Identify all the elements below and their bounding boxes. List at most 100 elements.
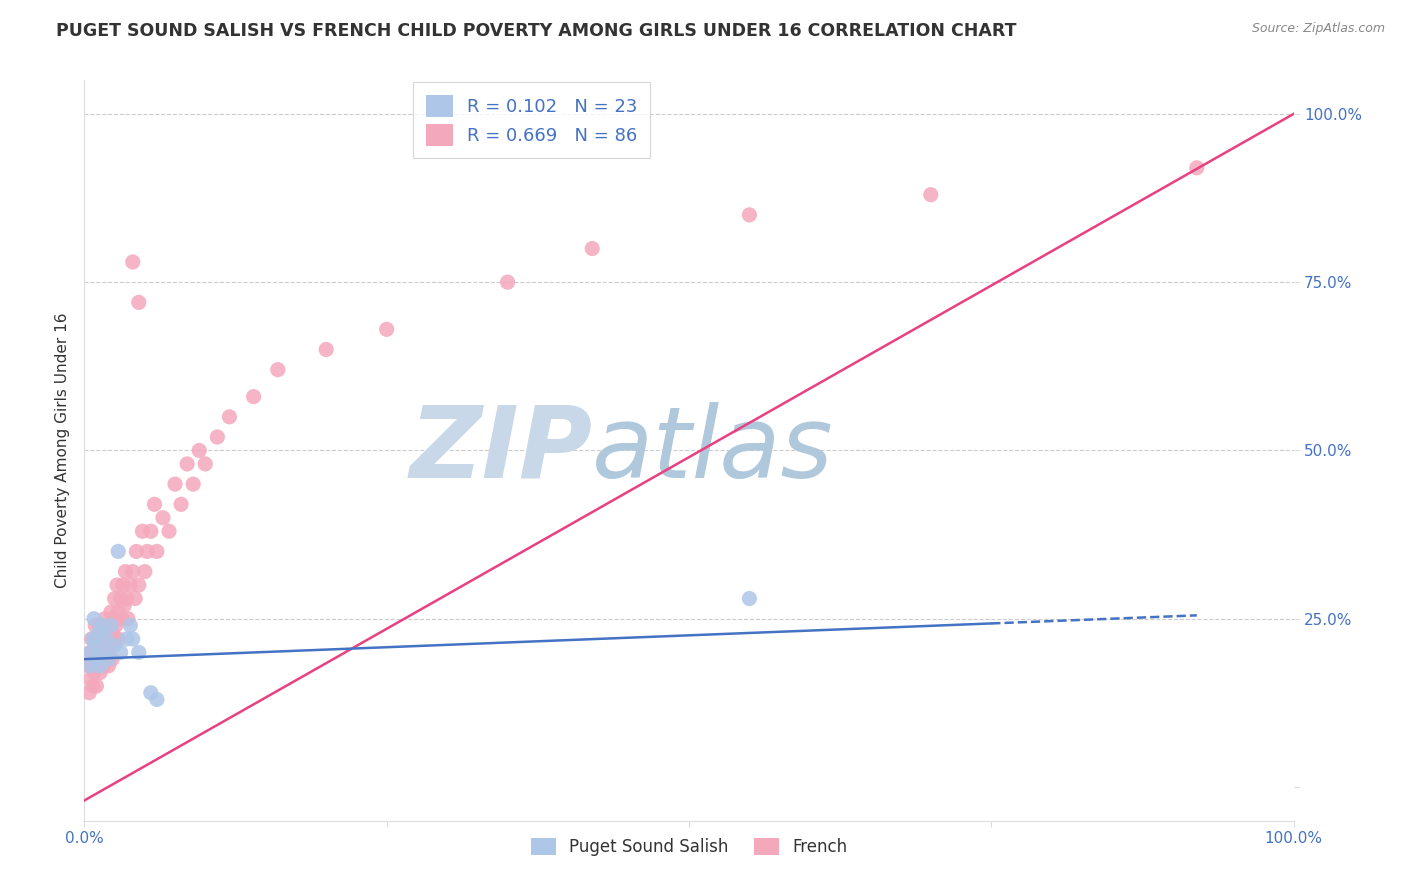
Point bbox=[120, 578, 142, 592]
Point bbox=[91, 618, 114, 632]
Point bbox=[84, 652, 107, 666]
Point bbox=[136, 544, 159, 558]
Point bbox=[128, 295, 150, 310]
Point bbox=[103, 612, 125, 626]
Point bbox=[115, 632, 138, 646]
Point bbox=[139, 686, 162, 700]
Point bbox=[165, 477, 187, 491]
Point bbox=[82, 645, 104, 659]
Point bbox=[90, 632, 112, 646]
Point bbox=[112, 578, 135, 592]
Text: atlas: atlas bbox=[592, 402, 834, 499]
Point bbox=[91, 645, 114, 659]
Point bbox=[87, 658, 110, 673]
Point bbox=[80, 632, 103, 646]
Point bbox=[79, 645, 101, 659]
Point bbox=[107, 544, 129, 558]
Point bbox=[94, 632, 117, 646]
Point bbox=[79, 658, 101, 673]
Point bbox=[82, 632, 104, 646]
Point bbox=[496, 275, 519, 289]
Point bbox=[375, 322, 398, 336]
Point bbox=[110, 645, 132, 659]
Point bbox=[242, 390, 264, 404]
Point bbox=[91, 618, 114, 632]
Point bbox=[97, 632, 120, 646]
Point bbox=[97, 658, 120, 673]
Point bbox=[111, 612, 134, 626]
Point bbox=[96, 645, 118, 659]
Point bbox=[89, 658, 111, 673]
Point bbox=[86, 679, 108, 693]
Point bbox=[87, 618, 110, 632]
Point bbox=[120, 618, 142, 632]
Point bbox=[83, 665, 105, 680]
Point bbox=[86, 632, 108, 646]
Point bbox=[157, 524, 180, 539]
Text: PUGET SOUND SALISH VS FRENCH CHILD POVERTY AMONG GIRLS UNDER 16 CORRELATION CHAR: PUGET SOUND SALISH VS FRENCH CHILD POVER… bbox=[56, 22, 1017, 40]
Point bbox=[104, 591, 127, 606]
Point bbox=[100, 639, 122, 653]
Point bbox=[96, 618, 118, 632]
Point bbox=[94, 639, 117, 653]
Legend: Puget Sound Salish, French: Puget Sound Salish, French bbox=[523, 830, 855, 864]
Point bbox=[77, 686, 100, 700]
Point bbox=[79, 673, 101, 687]
Point bbox=[194, 457, 217, 471]
Point bbox=[131, 524, 153, 539]
Y-axis label: Child Poverty Among Girls Under 16: Child Poverty Among Girls Under 16 bbox=[55, 313, 70, 588]
Point bbox=[82, 679, 104, 693]
Point bbox=[110, 591, 132, 606]
Point bbox=[124, 591, 146, 606]
Point bbox=[100, 605, 122, 619]
Point bbox=[77, 658, 100, 673]
Point bbox=[89, 665, 111, 680]
Point bbox=[315, 343, 337, 357]
Point bbox=[920, 187, 942, 202]
Point bbox=[93, 658, 115, 673]
Point bbox=[84, 618, 107, 632]
Point bbox=[114, 565, 136, 579]
Point bbox=[267, 362, 290, 376]
Point bbox=[93, 632, 115, 646]
Point bbox=[170, 497, 193, 511]
Point bbox=[181, 477, 204, 491]
Point bbox=[143, 497, 166, 511]
Point bbox=[581, 242, 603, 256]
Point bbox=[128, 578, 150, 592]
Point bbox=[94, 612, 117, 626]
Point bbox=[188, 443, 211, 458]
Point bbox=[104, 639, 127, 653]
Point bbox=[107, 605, 129, 619]
Point bbox=[79, 645, 101, 659]
Point bbox=[105, 578, 128, 592]
Point bbox=[86, 652, 108, 666]
Point bbox=[94, 652, 117, 666]
Point bbox=[121, 565, 143, 579]
Point bbox=[738, 208, 761, 222]
Point bbox=[83, 612, 105, 626]
Point bbox=[86, 639, 108, 653]
Point bbox=[80, 658, 103, 673]
Point bbox=[87, 625, 110, 640]
Point bbox=[93, 645, 115, 659]
Point bbox=[1185, 161, 1208, 175]
Point bbox=[115, 591, 138, 606]
Point bbox=[134, 565, 156, 579]
Point bbox=[207, 430, 229, 444]
Point bbox=[125, 544, 148, 558]
Point bbox=[97, 652, 120, 666]
Point bbox=[100, 618, 122, 632]
Point bbox=[107, 632, 129, 646]
Point bbox=[139, 524, 162, 539]
Point bbox=[86, 658, 108, 673]
Point bbox=[90, 652, 112, 666]
Point bbox=[83, 632, 105, 646]
Point bbox=[152, 510, 174, 524]
Point bbox=[218, 409, 240, 424]
Point bbox=[128, 645, 150, 659]
Point bbox=[146, 544, 169, 558]
Point bbox=[176, 457, 198, 471]
Point bbox=[117, 612, 139, 626]
Point bbox=[86, 639, 108, 653]
